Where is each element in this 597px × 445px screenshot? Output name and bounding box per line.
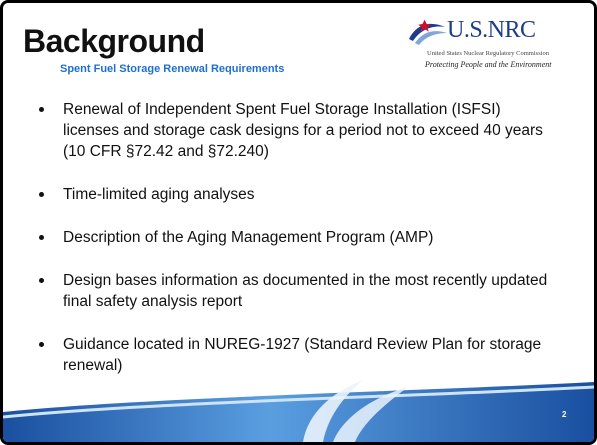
footer-wave bbox=[3, 372, 594, 442]
slide-subtitle: Spent Fuel Storage Renewal Requirements bbox=[60, 63, 284, 75]
bullet-list: Renewal of Independent Spent Fuel Storag… bbox=[35, 99, 555, 398]
bullet: Guidance located in NUREG-1927 (Standard… bbox=[35, 334, 555, 376]
logo-agency: United States Nuclear Regulatory Commiss… bbox=[427, 50, 549, 57]
logo-name: U.S.NRC bbox=[447, 17, 536, 44]
bullet: Description of the Aging Management Prog… bbox=[35, 227, 555, 248]
logo-icon bbox=[405, 17, 449, 49]
slide: Background Spent Fuel Storage Renewal Re… bbox=[0, 0, 597, 445]
bullet: Design bases information as documented i… bbox=[35, 270, 555, 312]
logo-tagline: Protecting People and the Environment bbox=[425, 60, 551, 69]
bullet: Renewal of Independent Spent Fuel Storag… bbox=[35, 99, 555, 162]
slide-title: Background bbox=[23, 23, 205, 60]
bullet: Time-limited aging analyses bbox=[35, 184, 555, 205]
page-number: 2 bbox=[562, 410, 566, 419]
nrc-logo: U.S.NRC United States Nuclear Regulatory… bbox=[405, 17, 585, 79]
